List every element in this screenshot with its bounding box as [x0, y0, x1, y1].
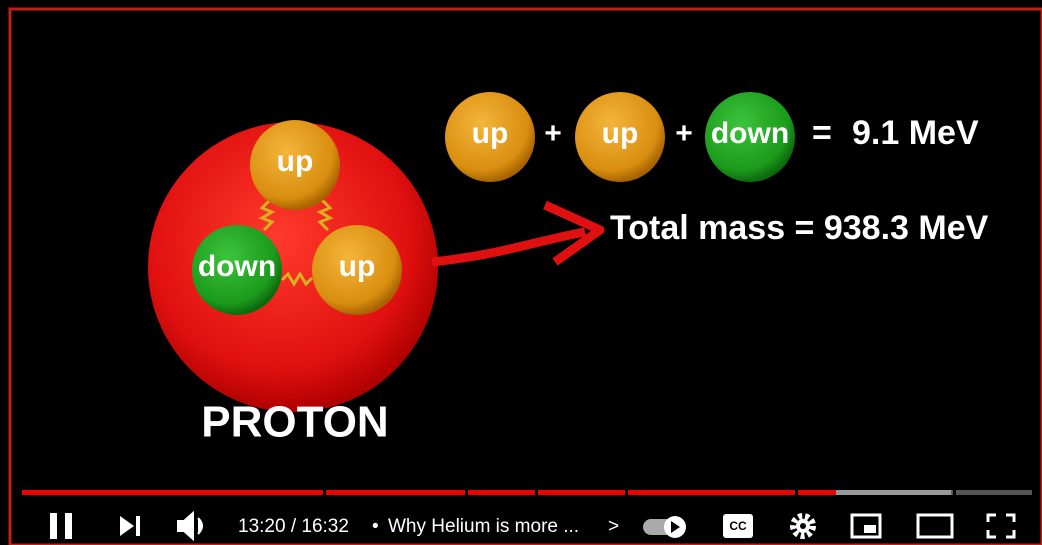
operator: = [812, 114, 832, 152]
chapter-gap [625, 489, 628, 496]
chapter-gap [535, 489, 538, 496]
separator: • [372, 516, 379, 537]
played-bar [22, 490, 836, 495]
video-player: up down up PROTON up + up + down = 9.1 M… [0, 0, 1042, 545]
proton-label: PROTON [201, 398, 388, 447]
operator: + [544, 117, 562, 150]
quark-label: up [472, 117, 509, 150]
pause-button [65, 513, 72, 539]
chapter-gap [323, 489, 326, 496]
chapter-title[interactable]: Why Helium is more ... [388, 516, 579, 537]
chapter-chevron[interactable]: > [608, 516, 619, 537]
miniplayer-icon [864, 525, 876, 533]
page: up down up PROTON up + up + down = 9.1 M… [0, 0, 1042, 545]
settings-icon [800, 523, 806, 529]
chapter-gap [953, 489, 956, 496]
quark-label: down [198, 250, 276, 283]
quark-label: down [711, 117, 789, 150]
quark-label: up [602, 117, 639, 150]
captions-label: CC [729, 519, 747, 533]
equation-result: 9.1 MeV [852, 114, 979, 152]
chapter-gap [465, 489, 468, 496]
pause-button[interactable] [50, 513, 57, 539]
quark-label: up [277, 145, 314, 178]
quark-label: up [339, 250, 376, 283]
chapter-gap [795, 489, 798, 496]
time-display: 13:20 / 16:32 [238, 516, 349, 537]
total-mass: Total mass = 938.3 MeV [610, 209, 989, 247]
operator: + [675, 117, 693, 150]
